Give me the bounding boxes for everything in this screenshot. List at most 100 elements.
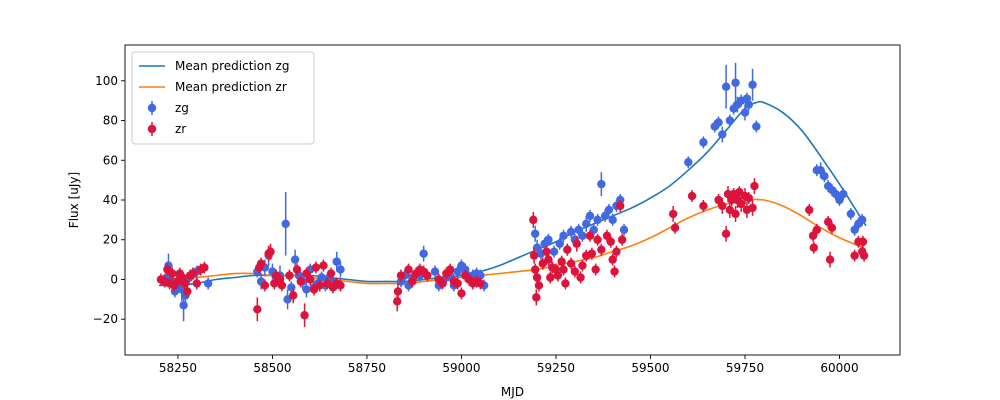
point-zr bbox=[542, 247, 551, 256]
point-zr bbox=[266, 247, 275, 256]
point-zg bbox=[332, 257, 341, 266]
point-zg bbox=[544, 235, 553, 244]
point-zg bbox=[740, 108, 750, 117]
x-tick-label: 58750 bbox=[348, 361, 386, 375]
point-zr bbox=[530, 265, 540, 274]
point-zr bbox=[610, 267, 619, 276]
point-zr bbox=[859, 251, 869, 260]
x-tick-label: 59750 bbox=[726, 361, 764, 375]
point-zr bbox=[192, 279, 202, 288]
legend-point bbox=[147, 103, 157, 113]
point-zr bbox=[529, 251, 539, 260]
point-zr bbox=[553, 271, 563, 280]
point-zr bbox=[200, 263, 209, 272]
y-tick-label: 80 bbox=[103, 114, 118, 128]
x-tick-label: 58500 bbox=[253, 361, 291, 375]
point-zr bbox=[718, 201, 727, 211]
point-zr bbox=[534, 281, 544, 290]
x-tick-label: 59250 bbox=[537, 361, 575, 375]
point-zg bbox=[718, 130, 727, 139]
point-zr bbox=[585, 231, 595, 240]
point-zr bbox=[812, 225, 822, 235]
point-zr bbox=[616, 201, 625, 211]
point-zg bbox=[582, 219, 591, 229]
series-zr bbox=[156, 178, 869, 328]
point-zg bbox=[846, 209, 856, 219]
point-zr bbox=[748, 203, 757, 213]
point-zr bbox=[617, 235, 627, 244]
point-zr bbox=[457, 289, 466, 298]
point-zr bbox=[825, 255, 835, 264]
point-zg bbox=[600, 211, 610, 221]
point-zg bbox=[850, 225, 859, 235]
point-zr bbox=[858, 237, 868, 246]
point-zr bbox=[311, 263, 321, 272]
point-zr bbox=[168, 269, 177, 278]
legend-marker-zr bbox=[147, 122, 157, 136]
point-zr bbox=[612, 247, 621, 256]
point-zr bbox=[557, 257, 566, 266]
point-zr bbox=[566, 259, 576, 268]
point-zr bbox=[306, 275, 315, 284]
point-zg bbox=[744, 100, 753, 109]
plot-area bbox=[124, 44, 901, 356]
point-zg bbox=[179, 301, 188, 310]
y-axis-label: Flux [uJy] bbox=[67, 172, 81, 228]
point-zr bbox=[336, 281, 345, 290]
point-zr bbox=[714, 195, 723, 205]
point-zg bbox=[559, 231, 568, 240]
point-zg bbox=[593, 215, 602, 225]
point-zr bbox=[737, 199, 746, 209]
legend-label-zg: zg bbox=[175, 101, 189, 115]
point-zr bbox=[699, 201, 708, 211]
point-zr bbox=[602, 231, 612, 240]
point-zr bbox=[670, 223, 680, 233]
y-tick-label: −20 bbox=[93, 312, 118, 326]
point-zr bbox=[593, 235, 602, 244]
point-zg bbox=[336, 265, 345, 274]
point-zg bbox=[281, 219, 290, 229]
point-zg bbox=[816, 165, 825, 175]
point-zr bbox=[445, 265, 455, 274]
legend: Mean prediction zg Mean prediction zr zg… bbox=[131, 51, 315, 145]
point-zg bbox=[752, 122, 761, 131]
point-zr bbox=[850, 251, 859, 260]
point-zr bbox=[289, 291, 298, 300]
point-zr bbox=[438, 279, 447, 288]
point-zr bbox=[253, 305, 262, 314]
x-tick-label: 59500 bbox=[631, 361, 669, 375]
point-zr bbox=[827, 223, 837, 233]
point-zr bbox=[721, 229, 731, 238]
point-zg bbox=[699, 138, 708, 147]
y-tick-label: 40 bbox=[103, 193, 118, 207]
point-zr bbox=[606, 237, 615, 246]
legend-label-zr: zr bbox=[175, 122, 186, 136]
point-zg bbox=[585, 211, 595, 221]
point-zr bbox=[805, 205, 814, 215]
point-zg bbox=[857, 215, 867, 225]
point-zr bbox=[260, 281, 270, 290]
point-zr bbox=[256, 259, 266, 268]
point-zg bbox=[287, 283, 296, 292]
point-zg bbox=[430, 267, 440, 276]
point-zr bbox=[823, 217, 833, 227]
point-zg bbox=[555, 239, 564, 248]
point-zr bbox=[300, 311, 309, 320]
point-zg bbox=[619, 225, 629, 235]
legend-marker-zg bbox=[147, 101, 157, 115]
point-zr bbox=[561, 279, 570, 288]
point-zr bbox=[285, 271, 294, 280]
point-zr bbox=[532, 293, 541, 302]
point-zr bbox=[544, 255, 553, 264]
point-zg bbox=[725, 116, 735, 125]
point-zr bbox=[319, 261, 328, 270]
point-zr bbox=[668, 209, 678, 219]
point-zr bbox=[453, 279, 462, 288]
point-zr bbox=[808, 231, 818, 240]
legend-point bbox=[147, 124, 157, 134]
point-zg bbox=[290, 255, 300, 264]
point-zg bbox=[530, 229, 540, 238]
point-zr bbox=[529, 215, 538, 225]
point-zg bbox=[566, 227, 576, 236]
point-zg bbox=[831, 189, 840, 199]
